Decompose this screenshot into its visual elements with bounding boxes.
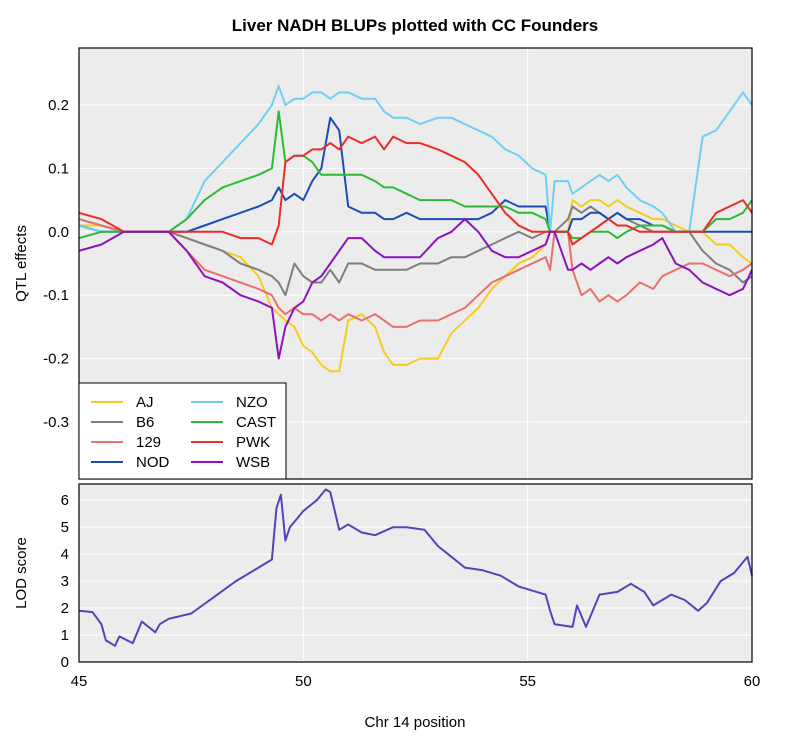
y-tick-label: 4 — [61, 546, 69, 563]
y-tick-label: -0.3 — [43, 414, 69, 431]
y-tick-label: 0.2 — [48, 97, 69, 114]
legend-label-wsb: WSB — [236, 454, 270, 471]
effects-y-ticks: 0.2 0.1 0.0 -0.1 -0.2 -0.3 — [43, 97, 69, 431]
x-tick-label: 60 — [744, 673, 761, 690]
y-tick-label: -0.2 — [43, 351, 69, 368]
series-line-129 — [78, 218, 753, 328]
y-tick-label: 1 — [61, 627, 69, 644]
y-tick-label: 2 — [61, 600, 69, 617]
x-tick-label: 45 — [71, 673, 88, 690]
legend-label-aj: AJ — [136, 394, 154, 411]
y-tick-label: 6 — [61, 492, 69, 509]
lod-y-ticks: 6 5 4 3 2 1 0 — [61, 492, 69, 671]
y-tick-label: 0.0 — [48, 224, 69, 241]
series-line-lod — [78, 488, 753, 647]
lod-plot-area — [79, 484, 752, 662]
legend-label-cast: CAST — [236, 414, 276, 431]
effects-series-group — [78, 85, 753, 373]
chart-title: Liver NADH BLUPs plotted with CC Founder… — [232, 16, 598, 35]
series-line-pwk — [78, 135, 753, 246]
legend-label-pwk: PWK — [236, 434, 270, 451]
series-line-nzo — [78, 85, 753, 233]
legend-label-nod: NOD — [136, 454, 170, 471]
effects-y-axis-label: QTL effects — [13, 225, 30, 302]
y-tick-label: 5 — [61, 519, 69, 536]
lod-y-axis-label: LOD score — [13, 537, 30, 609]
lod-series-group — [78, 488, 753, 647]
x-axis-ticks: 45 50 55 60 — [71, 673, 761, 690]
chart-legend: AJ B6 129 NOD NZO CAST PWK WSB — [78, 382, 287, 480]
legend-label-129: 129 — [136, 434, 161, 451]
legend-label-nzo: NZO — [236, 394, 268, 411]
legend-label-b6: B6 — [136, 414, 154, 431]
lod-plot-frame — [78, 483, 753, 663]
y-tick-label: 0.1 — [48, 160, 69, 177]
series-line-nod — [78, 116, 752, 233]
y-tick-label: 0 — [61, 654, 69, 671]
series-line-cast — [78, 110, 753, 240]
y-tick-label: -0.1 — [43, 287, 69, 304]
series-line-aj — [79, 199, 753, 373]
series-line-wsb — [78, 218, 753, 360]
effects-plot-frame — [78, 47, 753, 480]
y-tick-label: 3 — [61, 573, 69, 590]
x-axis-label: Chr 14 position — [365, 714, 466, 731]
x-tick-label: 50 — [295, 673, 312, 690]
x-tick-label: 55 — [519, 673, 536, 690]
